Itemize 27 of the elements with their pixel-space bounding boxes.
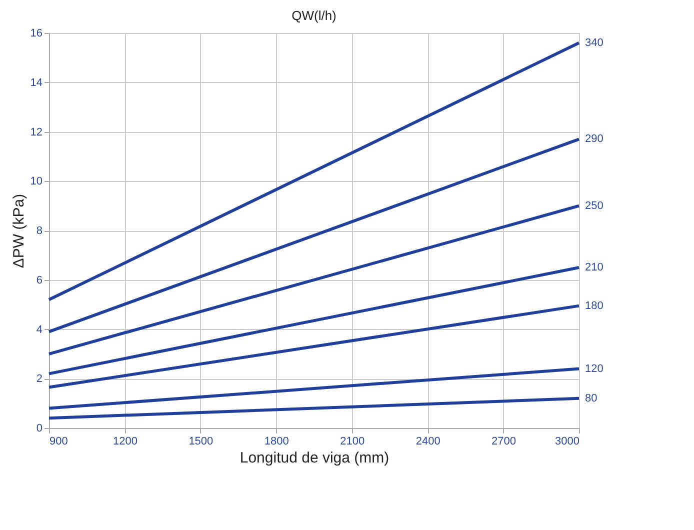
y-tick-label: 14	[30, 76, 42, 89]
y-tick-label: 2	[36, 373, 42, 386]
series-label: 180	[585, 300, 604, 312]
y-tick-label: 8	[36, 225, 42, 237]
series-label: 80	[585, 392, 598, 404]
x-tick-label: 1200	[112, 436, 138, 448]
y-tick-label: 12	[30, 126, 42, 138]
x-tick-label: 2700	[492, 436, 516, 448]
x-tick-label: 2400	[416, 436, 440, 448]
x-tick-label: 2100	[340, 436, 365, 448]
series-label: 210	[585, 262, 604, 274]
x-tick-label: 3000	[555, 436, 580, 448]
x-axis-title: Longitud de viga (mm)	[240, 450, 390, 466]
x-tick-label: 900	[50, 436, 68, 448]
y-tick-label: 16	[30, 28, 42, 40]
series-label: 250	[585, 200, 604, 212]
y-axis-title: ΔPW (kPa)	[10, 194, 28, 268]
x-tick-label: 1800	[264, 436, 289, 448]
series-label: 120	[585, 362, 604, 375]
y-tick-label: 6	[36, 274, 42, 286]
y-tick-label: 10	[30, 176, 42, 188]
y-tick-label: 0	[36, 422, 42, 434]
x-tick-label: 1500	[188, 436, 214, 448]
series-label: 290	[585, 133, 604, 146]
series-label: 340	[585, 36, 604, 49]
chart-title: QW(l/h)	[292, 8, 336, 23]
y-tick-label: 4	[36, 324, 42, 336]
